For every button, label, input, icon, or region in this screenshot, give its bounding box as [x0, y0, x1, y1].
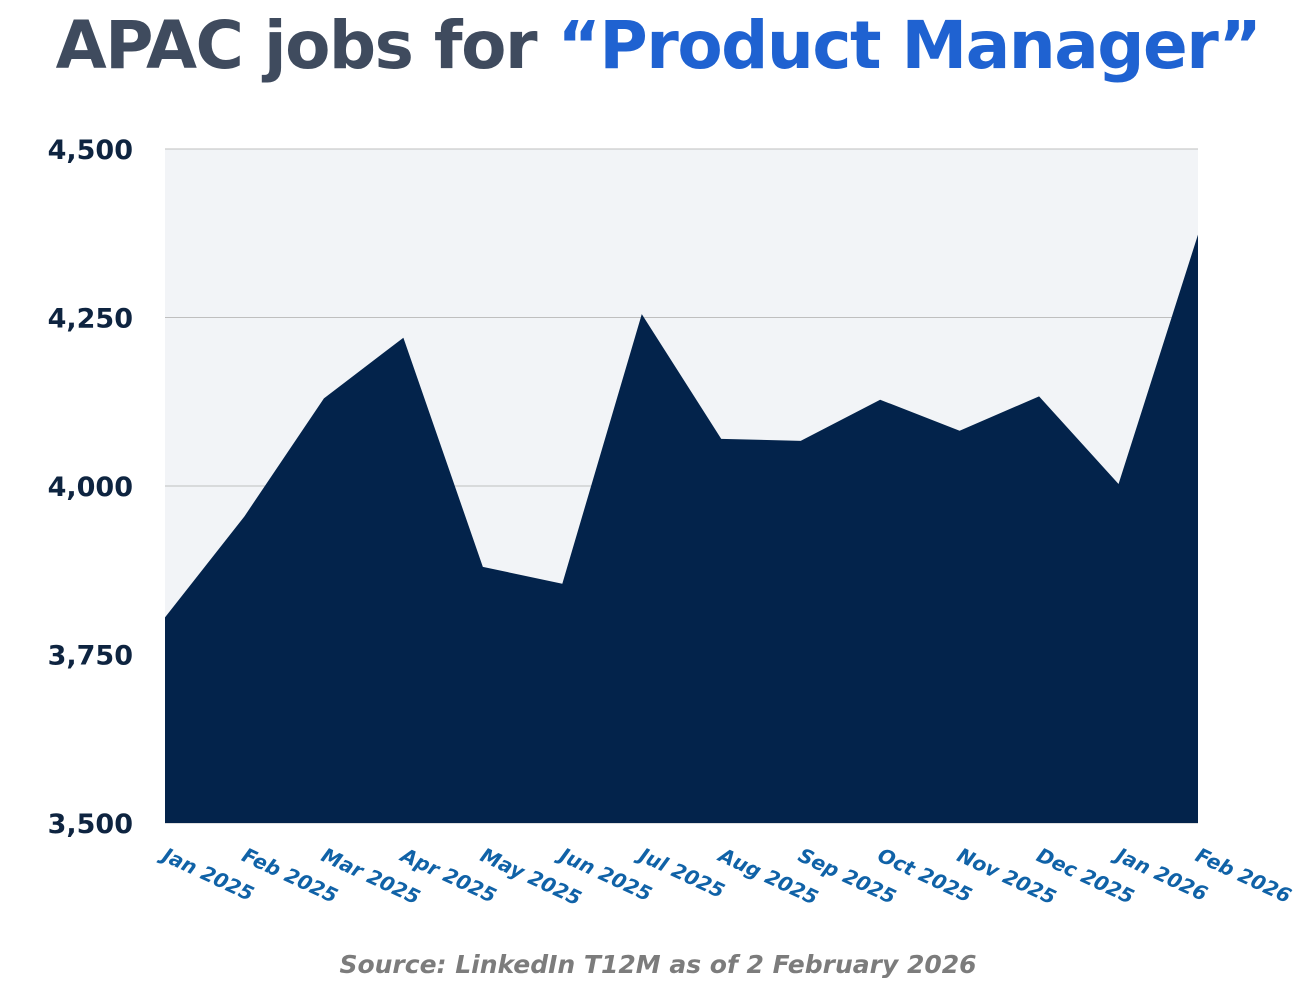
x-tick-label: Feb 2026 — [1192, 843, 1295, 908]
y-axis-ticks: 3,500 3,750 4,000 4,250 4,500 — [48, 135, 133, 840]
chart-title: APAC jobs for “Product Manager” — [0, 0, 1316, 92]
x-tick-label: Jan 2025 — [155, 841, 257, 906]
y-tick-label: 3,750 — [48, 641, 133, 672]
y-tick-label: 3,500 — [48, 809, 133, 840]
y-tick-label: 4,000 — [48, 472, 133, 503]
source-note: Source: LinkedIn T12M as of 2 February 2… — [339, 950, 977, 979]
chart-title-highlight: “Product Manager” — [557, 7, 1262, 84]
y-tick-label: 4,500 — [48, 135, 133, 166]
chart-title-prefix: APAC jobs for — [55, 7, 558, 84]
y-tick-label: 4,250 — [48, 304, 133, 335]
area-series — [165, 234, 1198, 824]
